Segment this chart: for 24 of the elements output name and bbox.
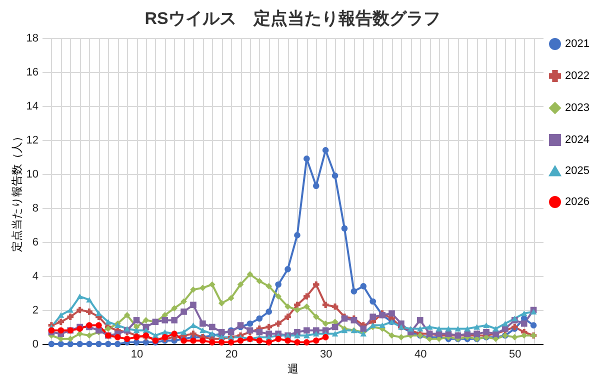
y-tick-label: 10 xyxy=(26,168,38,180)
y-tick-label: 16 xyxy=(26,66,38,78)
legend-label: 2021 xyxy=(565,38,590,50)
y-tick-label: 2 xyxy=(32,304,38,316)
x-tick-label: 50 xyxy=(509,348,522,360)
legend-label: 2023 xyxy=(565,102,590,114)
x-tick-label: 40 xyxy=(414,348,427,360)
y-axis-title: 定点当たり報告数（人） xyxy=(10,131,24,252)
y-tick-label: 14 xyxy=(26,100,38,112)
x-tick-label: 10 xyxy=(130,348,144,360)
y-tick-label: 4 xyxy=(32,270,38,282)
y-tick-label: 6 xyxy=(32,236,38,248)
legend-label: 2024 xyxy=(565,134,590,146)
chart-title: RSウイルス 定点当たり報告数グラフ xyxy=(144,9,440,28)
y-tick-label: 18 xyxy=(26,32,38,44)
legend-label: 2022 xyxy=(565,70,590,82)
legend-label: 2025 xyxy=(565,165,590,177)
y-tick-label: 12 xyxy=(26,134,38,146)
legend-label: 2026 xyxy=(565,196,590,208)
x-tick-label: 30 xyxy=(320,348,332,360)
x-tick-label: 20 xyxy=(225,348,238,360)
y-tick-label: 0 xyxy=(32,338,38,350)
y-tick-label: 8 xyxy=(32,202,38,214)
x-axis-title: 週 xyxy=(288,364,298,376)
